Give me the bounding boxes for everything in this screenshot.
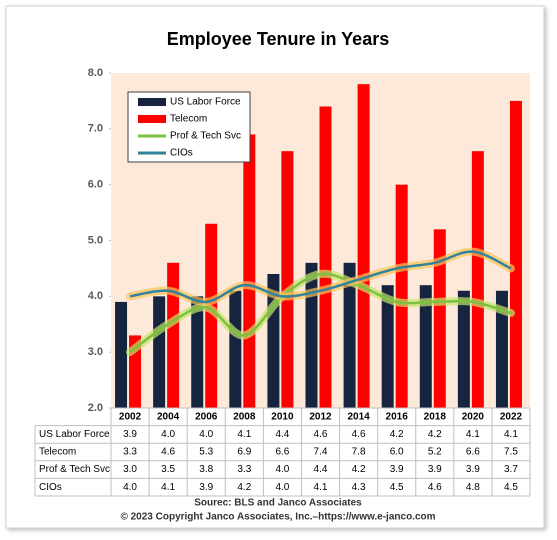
table-cell: 5.2 [428,447,442,458]
bar [319,106,332,408]
table-cell: 3.9 [123,429,137,440]
table-cell: 3.9 [199,482,213,493]
table-cell: 6.6 [275,447,289,458]
bar [205,223,218,408]
table-cell: 4.5 [390,482,404,493]
y-tick-label: 4.0 [88,290,103,302]
table-cell: 4.6 [428,482,442,493]
table-cell: 4.6 [161,447,175,458]
table-row-header: CIOs [39,482,62,493]
bar [433,229,446,408]
bar [167,262,180,408]
copyright-note: © 2023 Copyright Janco Associates, Inc.–… [120,512,435,523]
bar [243,134,256,408]
table-cell: 4.6 [352,429,366,440]
legend-label: CIOs [170,148,193,159]
x-tick-label: 2022 [500,411,523,422]
x-tick-label: 2004 [157,411,180,422]
table-row-header: US Labor Force [39,429,110,440]
table-cell: 3.0 [123,464,137,475]
bar [495,290,508,408]
table-cell: 4.0 [123,482,137,493]
table-cell: 6.0 [390,447,404,458]
legend-swatch [138,98,166,106]
legend-label: US Labor Force [170,97,241,108]
y-tick-label: 5.0 [88,234,103,246]
bar [395,184,408,408]
table-cell: 4.4 [275,429,289,440]
table-cell: 3.9 [428,464,442,475]
table-cell: 4.0 [199,429,213,440]
bar [305,262,318,408]
table-cell: 4.8 [466,482,480,493]
line [129,250,512,304]
x-tick-label: 2010 [271,411,294,422]
table-cell: 4.0 [161,429,175,440]
bar [357,84,370,409]
bar [191,296,204,408]
table-cell: 3.5 [161,464,175,475]
legend-label: Prof & Tech Svc [170,131,241,142]
y-tick-label: 6.0 [88,179,103,191]
table-cell: 4.5 [504,482,518,493]
y-tick-label: 7.0 [88,123,103,135]
bar [229,290,242,408]
x-tick-label: 2014 [347,411,370,422]
x-tick-label: 2020 [462,411,485,422]
legend-swatch [138,115,166,123]
legend-label: Telecom [170,114,207,125]
table-cell: 4.2 [237,482,251,493]
chart-title: Employee Tenure in Years [167,29,389,49]
x-tick-label: 2012 [309,411,332,422]
table-cell: 5.3 [199,447,213,458]
table-cell: 3.8 [199,464,213,475]
bar [281,151,294,408]
table-cell: 3.9 [390,464,404,475]
table-cell: 7.4 [314,447,328,458]
bar [509,100,522,409]
line [129,272,512,354]
table-cell: 3.9 [466,464,480,475]
table-cell: 7.8 [352,447,366,458]
table-cell: 4.0 [275,482,289,493]
source-note: Sourec: BLS and Janco Associates [194,498,362,509]
table-cell: 3.3 [237,464,251,475]
y-tick-label: 3.0 [88,346,103,358]
table-cell: 4.0 [275,464,289,475]
table-cell: 4.1 [161,482,175,493]
table-cell: 6.9 [237,447,251,458]
y-tick-label: 8.0 [88,67,103,79]
table-cell: 4.2 [352,464,366,475]
table-cell: 4.2 [390,429,404,440]
table-cell: 4.4 [314,464,328,475]
table-cell: 3.7 [504,464,518,475]
y-tick-label: 2.0 [88,402,103,414]
x-tick-label: 2006 [195,411,218,422]
bar [153,296,166,408]
x-tick-label: 2002 [119,411,142,422]
x-tick-label: 2016 [386,411,409,422]
table-cell: 4.1 [237,429,251,440]
table-cell: 4.3 [352,482,366,493]
table-cell: 7.5 [504,447,518,458]
bar [457,290,470,408]
table-cell: 3.3 [123,447,137,458]
x-tick-label: 2018 [424,411,447,422]
table-cell: 4.1 [466,429,480,440]
bar [471,151,484,408]
table-cell: 6.6 [466,447,480,458]
bar [419,285,432,408]
table-cell: 4.6 [314,429,328,440]
table-row-header: Telecom [39,447,76,458]
table-cell: 4.1 [314,482,328,493]
bar [381,285,394,408]
x-tick-label: 2008 [233,411,256,422]
table-row-header: Prof & Tech Svc [39,464,110,475]
table-cell: 4.2 [428,429,442,440]
table-cell: 4.1 [504,429,518,440]
bar [343,262,356,408]
bar [115,301,128,408]
